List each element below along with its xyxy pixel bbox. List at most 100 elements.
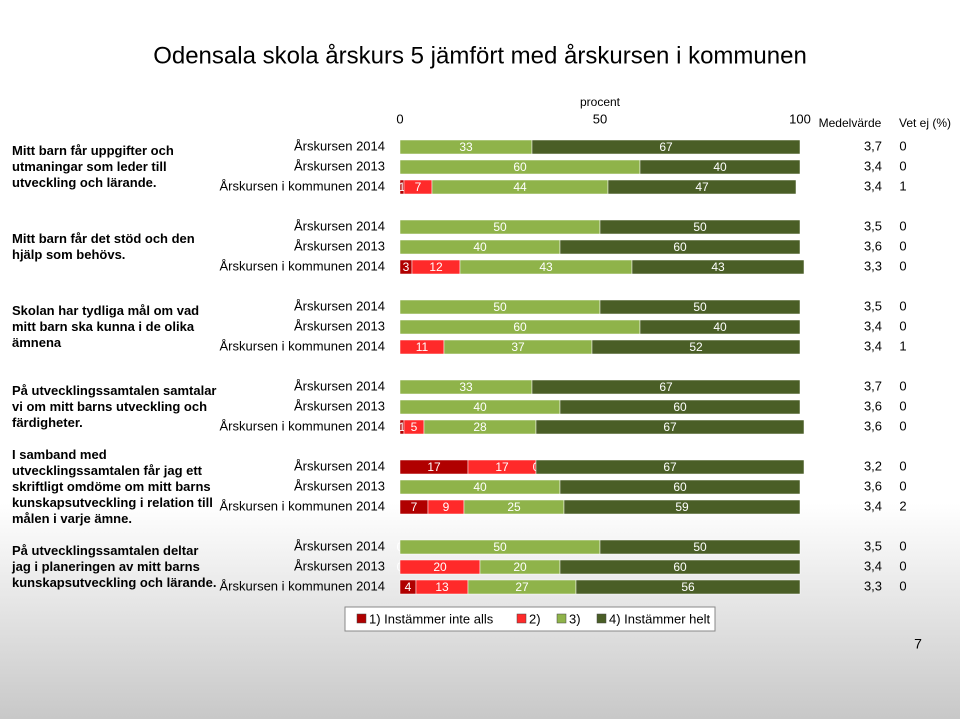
value-label: 37 [511, 340, 525, 354]
value-label: 47 [695, 180, 709, 194]
row-label: Årskursen 2014 [294, 298, 385, 313]
row-label: Årskursen i kommunen 2014 [220, 578, 385, 593]
legend-swatch [596, 613, 607, 624]
question: På utvecklingssamtalen deltar jag i plan… [12, 543, 217, 590]
bar-segment [559, 239, 801, 255]
dont-know-value: 0 [899, 298, 906, 313]
mean-value: 3,6 [864, 418, 882, 433]
value-label: 60 [513, 160, 527, 174]
value-label: 67 [663, 420, 677, 434]
row-label: Årskursen 2013 [294, 318, 385, 333]
value-label: 50 [493, 220, 507, 234]
row-label: Årskursen 2013 [294, 478, 385, 493]
dont-know-value: 0 [899, 238, 906, 253]
row-label: Årskursen 2014 [294, 458, 385, 473]
axis-label: procent [580, 95, 621, 109]
value-label: 20 [513, 560, 527, 574]
row-label: Årskursen i kommunen 2014 [220, 338, 385, 353]
chart-title: Odensala skola årskurs 5 jämfört med års… [153, 42, 807, 69]
mean-value: 3,4 [864, 178, 882, 193]
dont-know-value: 0 [899, 398, 906, 413]
row-label: Årskursen 2014 [294, 378, 385, 393]
value-label: 20 [433, 560, 447, 574]
mean-value: 3,4 [864, 498, 882, 513]
mean-value: 3,6 [864, 478, 882, 493]
dont-know-value: 0 [899, 378, 906, 393]
mean-value: 3,2 [864, 458, 882, 473]
dont-know-value: 0 [899, 558, 906, 573]
mean-value: 3,6 [864, 238, 882, 253]
value-label: 4 [405, 580, 412, 594]
value-label: 50 [693, 300, 707, 314]
mean-value: 3,3 [864, 258, 882, 273]
value-label: 9 [443, 500, 450, 514]
row-label: Årskursen 2014 [294, 138, 385, 153]
legend-swatch [556, 613, 567, 624]
bar-segment [591, 339, 801, 355]
dont-know-value: 1 [899, 178, 906, 193]
legend-box [344, 606, 716, 632]
value-label: 43 [539, 260, 553, 274]
column-header: Vet ej (%) [899, 116, 951, 130]
value-label: 11 [416, 340, 429, 354]
value-label: 60 [673, 400, 687, 414]
bar-segment [559, 559, 801, 575]
value-label: 60 [673, 240, 687, 254]
row-label: Årskursen 2013 [294, 158, 385, 173]
row-label: Årskursen i kommunen 2014 [220, 178, 385, 193]
bar-segment [599, 539, 801, 555]
value-label: 43 [711, 260, 725, 274]
value-label: 33 [459, 380, 473, 394]
value-label: 40 [473, 480, 487, 494]
row-label: Årskursen 2013 [294, 238, 385, 253]
dont-know-value: 0 [899, 318, 906, 333]
value-label: 67 [663, 460, 677, 474]
value-label: 40 [713, 320, 727, 334]
value-label: 40 [713, 160, 727, 174]
dont-know-value: 1 [899, 338, 906, 353]
legend-swatch [356, 613, 367, 624]
bar-segment [599, 299, 801, 315]
dont-know-value: 0 [899, 458, 906, 473]
bar-segment [563, 499, 801, 515]
mean-value: 3,3 [864, 578, 882, 593]
mean-value: 3,5 [864, 298, 882, 313]
value-label: 28 [473, 420, 487, 434]
value-label: 7 [411, 500, 418, 514]
dont-know-value: 0 [899, 158, 906, 173]
bar-segment [607, 179, 797, 195]
row-label: Årskursen i kommunen 2014 [220, 258, 385, 273]
row-label: Årskursen 2013 [294, 398, 385, 413]
mean-value: 3,4 [864, 158, 882, 173]
dont-know-value: 0 [899, 258, 906, 273]
value-label: 3 [403, 260, 410, 274]
legend-label: 2) [529, 611, 541, 626]
bar-segment [575, 579, 801, 595]
legend-label: 3) [569, 611, 581, 626]
mean-value: 3,7 [864, 378, 882, 393]
row-label: Årskursen 2014 [294, 218, 385, 233]
bar-segment [631, 259, 805, 275]
question: Mitt barn får uppgifter och utmaningar s… [12, 143, 174, 190]
row-label: Årskursen 2013 [294, 558, 385, 573]
value-label: 27 [515, 580, 529, 594]
value-label: 13 [435, 580, 449, 594]
bar-segment [559, 399, 801, 415]
mean-value: 3,4 [864, 318, 882, 333]
mean-value: 3,5 [864, 218, 882, 233]
value-label: 60 [513, 320, 527, 334]
mean-value: 3,4 [864, 558, 882, 573]
bar-segment [535, 459, 805, 475]
value-label: 25 [507, 500, 521, 514]
value-label: 60 [673, 480, 687, 494]
legend-label: 1) Instämmer inte alls [369, 611, 494, 626]
x-tick-label: 100 [789, 111, 811, 126]
mean-value: 3,7 [864, 138, 882, 153]
value-label: 7 [415, 180, 422, 194]
dont-know-value: 0 [899, 578, 906, 593]
row-label: Årskursen i kommunen 2014 [220, 418, 385, 433]
question: Mitt barn får det stöd och den hjälp som… [12, 231, 195, 262]
value-label: 60 [673, 560, 687, 574]
value-label: 50 [493, 540, 507, 554]
